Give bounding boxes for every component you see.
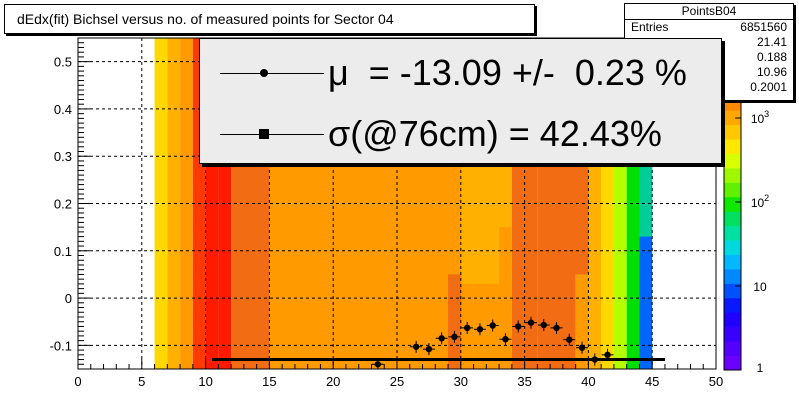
heatmap-column-0 [154,38,168,369]
data-point [553,324,560,332]
data-point [463,324,471,332]
data-point [591,356,598,363]
palette-tick-label: 10 [753,280,767,294]
y-tick-label: -0.1 [50,338,72,353]
x-tick-label: 30 [454,374,468,389]
x-tick-label: 5 [138,374,145,389]
stats-row-3: 0.188 [625,50,793,65]
palette-swatch [724,139,741,154]
palette-swatch [724,124,741,140]
x-tick-label: 45 [645,374,659,389]
x-tick-label: 0 [74,374,81,389]
palette-swatch [724,167,741,183]
data-point [412,343,420,350]
stats-row-2: 21.41 [625,35,793,50]
data-point [604,351,611,359]
stats-value-2: 21.41 [756,35,787,49]
stats-row-entries: Entries 6851560 [625,20,793,35]
y-tick-label: 0.4 [54,102,72,117]
data-point [476,326,484,333]
palette-tick-label: 103 [751,109,769,126]
palette-tick-label: 1 [757,361,764,375]
data-point [489,322,496,329]
x-tick-label: 10 [198,374,212,389]
data-point [425,345,433,353]
stats-entries-label: Entries [631,20,669,34]
data-point [438,335,445,342]
data-point [527,319,535,326]
palette-swatch [724,312,741,328]
data-point [540,321,547,329]
palette-swatch [724,211,741,227]
stats-value-3: 0.188 [756,50,787,64]
y-tick-label: 0.1 [54,244,72,259]
palette-swatch [724,254,741,270]
y-tick-label: 0.3 [54,149,72,164]
palette-tick-label: 102 [751,193,769,210]
palette-swatch [724,341,741,357]
data-points [371,316,614,369]
mu-legend-marker [260,69,268,77]
data-point [502,336,509,343]
palette-swatch [724,153,741,169]
y-tick-label: 0 [65,291,72,306]
sigma-text: σ(@76cm) = 42.43% [328,113,662,154]
heatmap-column-1 [167,38,181,369]
x-tick-label: 40 [581,374,595,389]
stats-value-4: 10.96 [756,65,787,79]
palette-swatch [724,110,741,126]
stats-entries-value: 6851560 [740,20,787,34]
palette-swatch [724,225,741,241]
x-axis: 0 5 10 15 20 25 30 35 40 45 50 [74,359,723,389]
x-tick-label: 50 [709,374,723,389]
data-point [578,344,586,351]
palette-swatch [724,326,741,342]
palette-swatch [724,283,741,299]
data-point [374,361,382,368]
x-tick-label: 35 [517,374,531,389]
stats-row-5: 0.2001 [625,80,793,95]
fit-result-box: μ = -13.09 +/- 0.23 % σ(@76cm) = 42.43% [199,38,722,164]
stats-value-5: 0.2001 [750,80,787,94]
y-axis: -0.1 0 0.1 0.2 0.3 0.4 0.5 [50,37,90,365]
stats-name: PointsB04 [625,4,793,20]
mu-text: μ = -13.09 +/- 0.23 % [328,52,687,93]
mu-legend-line [220,73,324,74]
x-tick-label: 20 [326,374,340,389]
palette-swatch [724,297,741,313]
chart-title: dEdx(fit) Bichsel versus no. of measured… [4,4,535,34]
heatmap-patch-5 [639,156,653,237]
data-point [515,323,522,330]
data-point [451,333,458,341]
y-tick-label: 0.2 [54,197,72,212]
heatmap-patch-1 [448,274,461,369]
x-tick-label: 15 [262,374,276,389]
palette-swatch [724,355,741,371]
x-tick-label: 25 [390,374,404,389]
palette-swatch [724,182,741,198]
y-tick-label: 0.5 [54,55,72,70]
data-point [566,336,573,343]
stats-row-4: 10.96 [625,65,793,80]
sigma-legend-marker [259,129,269,139]
palette-swatch [724,268,741,284]
palette-swatch [724,240,741,256]
palette-swatch [724,196,741,212]
sigma-legend-line [220,134,324,135]
